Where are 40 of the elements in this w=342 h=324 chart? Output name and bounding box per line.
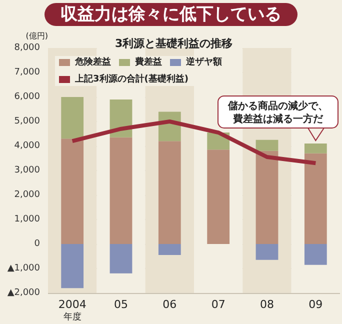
chart-title: 収益力は徐々に低下している (60, 4, 282, 24)
y-tick-label: 1,000 (14, 214, 40, 224)
x-tick-label: 07 (211, 298, 226, 311)
y-tick-label: ▲1,000 (7, 264, 40, 274)
bar (110, 244, 132, 274)
x-tick-label: 2004 (58, 298, 86, 311)
bar (158, 141, 181, 244)
x-axis-title: 年度 (63, 312, 82, 322)
y-tick-label: 3,000 (14, 166, 40, 176)
y-axis-title: (億円) (26, 32, 48, 40)
bar (304, 244, 327, 265)
annotation: 儲かる商品の減少で、費差益は減る一方だ (227, 100, 328, 125)
legend-label: 危険差益 (74, 56, 111, 68)
y-tick-label: 4,000 (14, 141, 40, 151)
bar (61, 244, 84, 288)
bar (61, 138, 84, 244)
y-tick-label: 5,000 (14, 116, 40, 126)
legend-label: 費差益 (134, 56, 162, 68)
legend-label: 逆ザヤ額 (185, 56, 222, 68)
x-tick-label: 09 (308, 298, 323, 311)
x-tick-label: 05 (114, 298, 128, 311)
y-tick-label: 7,000 (14, 68, 40, 78)
bar (207, 150, 230, 244)
bar (110, 137, 132, 244)
bar (304, 153, 327, 244)
x-tick-label: 06 (162, 298, 177, 311)
y-tick-label: 2,000 (14, 190, 40, 200)
bar (256, 150, 278, 244)
bar (256, 140, 278, 151)
bar (304, 144, 327, 154)
y-tick-label: 8,000 (14, 43, 40, 53)
x-tick-label: 08 (260, 298, 274, 311)
bar (61, 97, 84, 139)
bar (158, 244, 181, 256)
y-tick-label: 0 (34, 239, 40, 249)
y-tick-label: 6,000 (14, 92, 40, 102)
bar (256, 244, 278, 260)
y-tick-label: ▲2,000 (7, 288, 40, 298)
legend-label: 上記3利源の合計(基礎利益) (74, 74, 188, 84)
chart-subtitle: 3利源と基礎利益の推移 (115, 37, 233, 50)
